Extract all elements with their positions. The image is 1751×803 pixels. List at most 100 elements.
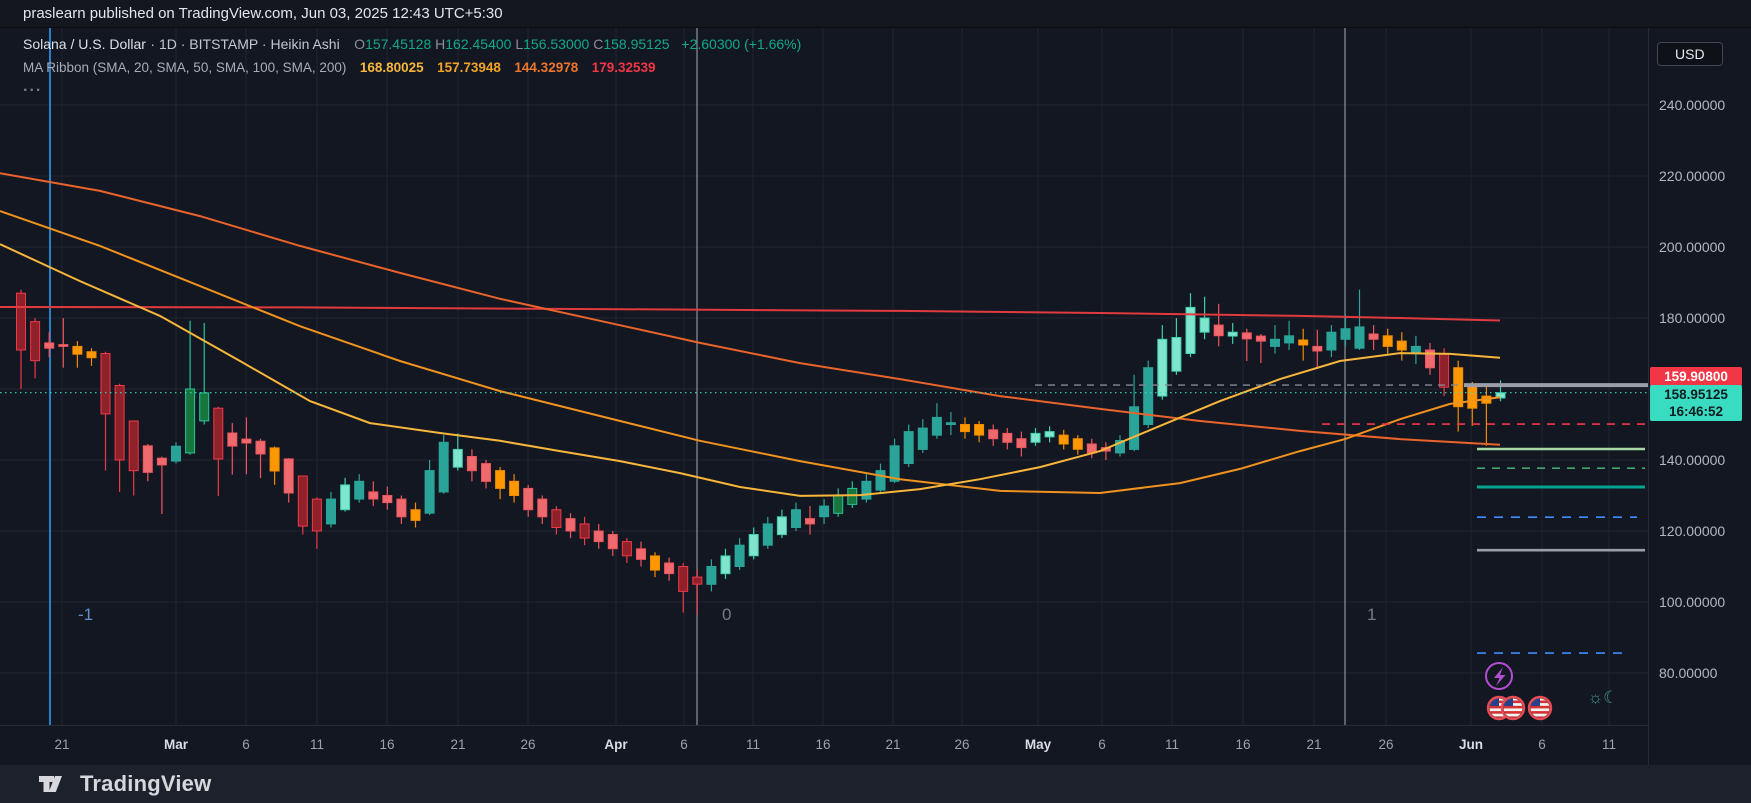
candle [44,342,55,349]
time-tick-label: 11 [309,737,325,752]
sma-20-line[interactable] [0,243,1501,497]
candle [1326,331,1337,351]
time-tick-label: Mar [163,737,189,752]
legend-more-button[interactable]: ... [23,78,43,95]
time-tick-label: 26 [954,737,970,752]
time-tick-label: 16 [1235,737,1251,752]
candle [974,424,985,436]
close-label: C [593,36,604,52]
candle [945,422,956,426]
candle [607,534,618,550]
time-tick-label: 16 [815,737,831,752]
candle [664,562,675,575]
candle [889,445,900,482]
candle [1199,317,1210,333]
candle [30,321,41,362]
symbol-title[interactable]: Solana / U.S. Dollar [23,36,146,52]
time-tick-label: 11 [1601,737,1617,752]
bar-countdown: 16:46:52 [1668,403,1724,419]
candle [128,420,139,472]
candle [142,445,153,473]
sequence-marker: 1 [1367,605,1376,624]
candle [1171,337,1182,372]
tradingview-logo-icon[interactable] [38,772,68,796]
chart-plot-area[interactable]: -1 0 1 [0,28,1648,725]
time-tick-label: 21 [1306,737,1322,752]
candle [593,530,604,543]
candle [114,385,125,461]
candle [1255,335,1266,342]
candle [171,445,181,462]
candle [621,541,632,557]
price-tick-label: 200.00000 [1659,239,1726,255]
candle [199,392,210,422]
symbol-meta: · 1D · BITSTAMP · Heikin Ashi [150,36,340,52]
candle [706,566,717,585]
sequence-marker: -1 [78,605,93,624]
candle [565,518,576,532]
us-flag-event-icon[interactable] [1500,695,1526,721]
brand-name[interactable]: TradingView [80,771,212,796]
ma-ribbon-legend-row[interactable]: MA Ribbon (SMA, 20, SMA, 50, SMA, 100, S… [23,59,801,77]
current-price-badge: 158.95125 16:46:52 [1650,384,1742,421]
candle [1368,333,1379,340]
currency-toggle-button[interactable]: USD [1657,42,1723,66]
candle [931,416,942,436]
candle [185,388,196,454]
candle [424,470,435,514]
candle [537,498,548,518]
chart-legend: Solana / U.S. Dollar · 1D · BITSTAMP · H… [23,36,801,97]
candle [509,480,520,496]
lightning-icon[interactable] [1485,662,1513,690]
time-tick-label: 6 [1538,737,1546,752]
price-axis[interactable]: USD 159.90800 158.95125 16:46:52 240.000… [1648,28,1751,765]
candle [819,505,830,518]
low-value: 156.53000 [523,36,590,52]
candle [1044,431,1055,438]
session-break-icon[interactable]: ☼☾ [1588,688,1619,707]
candle [1396,340,1407,351]
candle [791,509,801,529]
us-flag-event-icon[interactable] [1527,695,1553,721]
chart-canvas[interactable]: -1 0 1 [0,28,1648,725]
candle [16,292,26,351]
candle [1227,331,1238,337]
candle [847,487,858,505]
time-tick-label: 6 [242,737,250,752]
time-axis[interactable]: 21 Mar 6 11 16 21 26 Apr 6 11 16 21 26 May 6 11 16 21 26 Ju… [0,725,1648,766]
candle [1340,328,1351,340]
sma-50-line[interactable] [0,210,1501,495]
candle [1425,349,1435,369]
candle [1467,385,1478,409]
candle [100,353,111,415]
candle [678,566,689,592]
sma50-value: 157.73948 [437,60,501,75]
candle [255,440,266,455]
candle [960,424,970,433]
candle [1115,440,1125,454]
ma-ribbon-title[interactable]: MA Ribbon (SMA, 20, SMA, 50, SMA, 100, S… [23,60,347,75]
low-label: L [515,36,524,52]
sma-100-line[interactable] [0,172,1501,446]
symbol-legend-row[interactable]: Solana / U.S. Dollar · 1D · BITSTAMP · H… [23,36,801,54]
time-tick-label: 11 [1164,737,1180,752]
attribution-bar: TradingView [0,765,1751,803]
candle [551,509,562,529]
publish-text: praslearn published on TradingView.com, … [23,5,503,22]
candle [368,491,379,500]
current-price-value: 158.95125 [1664,386,1728,402]
time-tick-label: 21 [54,737,70,752]
candle [86,351,97,359]
high-label: H [435,36,446,52]
candle [1129,406,1140,450]
candle [805,518,815,525]
time-tick-label: Apr [604,737,628,752]
sma100-value: 144.32978 [514,60,579,75]
candle [481,463,491,482]
sma20-value: 168.80025 [359,60,424,75]
candle [156,457,167,466]
sma-200-line[interactable] [0,306,1501,322]
price-tick-label: 180.00000 [1659,310,1726,326]
time-tick-label: 21 [885,737,901,752]
candle [579,523,590,539]
